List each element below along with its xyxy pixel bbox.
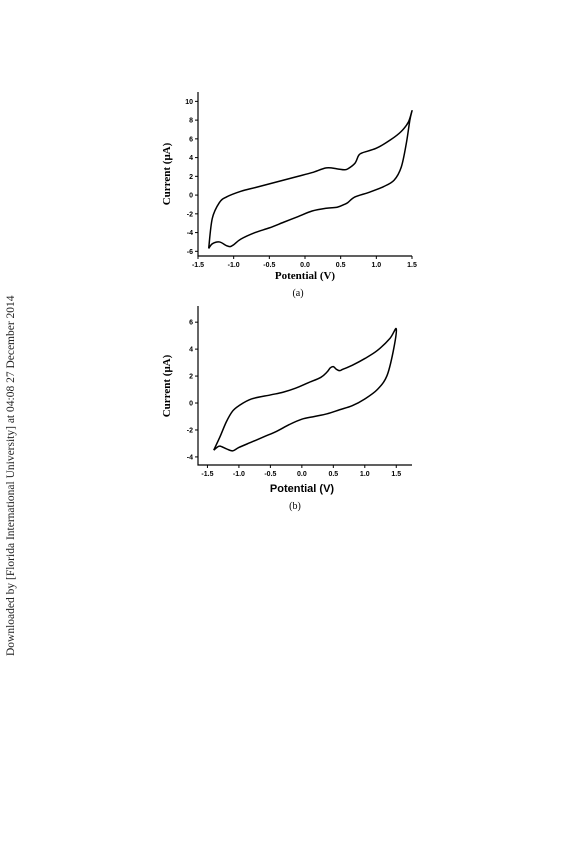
b-x-tick-label: -1.0 <box>233 471 245 478</box>
a-x-tick-label: -1.5 <box>192 262 204 269</box>
b-x-tick-label: 0.0 <box>297 471 307 478</box>
chart-b-canvas: -1.5 -1.0 -0.5 0.0 0.5 1.0 1.5 -4 -2 0 2 4 6 Potent… <box>161 306 412 512</box>
chart-b-caption: (b) <box>289 501 301 512</box>
b-x-tick-label: -1.5 <box>201 471 213 478</box>
voltammogram-b: -1.5 -1.0 -0.5 0.0 0.5 1.0 1.5 -4 -2 0 2 4 6 Potent… <box>150 298 430 518</box>
b-y-tick-label: 6 <box>189 320 193 327</box>
b-y-tick-label: 2 <box>189 374 193 381</box>
a-x-tick-label: -1.0 <box>228 262 240 269</box>
a-x-tick-label: 0.5 <box>336 262 346 269</box>
chart-b-x-ticks: -1.5 -1.0 -0.5 0.0 0.5 1.0 1.5 <box>201 465 401 478</box>
a-x-tick-label: -0.5 <box>263 262 275 269</box>
a-x-tick-label: 1.5 <box>407 262 417 269</box>
b-x-tick-label: 1.5 <box>391 471 401 478</box>
chart-b-y-axis-title: Current (μA) <box>161 354 173 417</box>
chart-b-x-axis-title: Potential (V) <box>270 483 335 495</box>
chart-a-cv-curve <box>207 109 413 249</box>
b-x-tick-label: 1.0 <box>360 471 370 478</box>
a-y-tick-label: -2 <box>187 211 193 218</box>
chart-a-canvas: -1.5 -1.0 -0.5 0.0 0.5 1.0 1.5 -6 -4 -2 0 2 4 6 8 10 P… <box>161 92 417 299</box>
a-x-tick-label: 0.0 <box>300 262 310 269</box>
b-y-tick-label: 4 <box>189 347 193 354</box>
a-y-tick-label: 2 <box>189 174 193 181</box>
b-y-tick-label: 0 <box>189 401 193 408</box>
chart-a-caption: (a) <box>292 288 303 299</box>
b-x-tick-label: 0.5 <box>328 471 338 478</box>
download-watermark: Downloaded by [Florida International Uni… <box>5 295 17 656</box>
watermark-text: Downloaded by [Florida International Uni… <box>5 295 17 656</box>
chart-a-x-ticks: -1.5 -1.0 -0.5 0.0 0.5 1.0 1.5 <box>192 256 417 269</box>
a-y-tick-label: 8 <box>189 118 193 125</box>
a-y-tick-label: -4 <box>187 230 193 237</box>
b-x-tick-label: -0.5 <box>264 471 276 478</box>
chart-b-plot-frame <box>197 306 412 466</box>
b-y-tick-label: -4 <box>187 454 193 461</box>
chart-b-cv-curve <box>213 327 398 452</box>
chart-b-y-ticks: -4 -2 0 2 4 6 <box>187 320 198 461</box>
chart-a-y-axis-title: Current (μA) <box>161 142 173 205</box>
b-y-tick-label: -2 <box>187 427 193 434</box>
chart-a-x-axis-title: Potential (V) <box>275 270 336 282</box>
a-y-tick-label: 0 <box>189 193 193 200</box>
chart-a-y-ticks: -6 -4 -2 0 2 4 6 8 10 <box>185 99 198 256</box>
a-y-tick-label: 4 <box>189 155 193 162</box>
a-y-tick-label: -6 <box>187 249 193 256</box>
a-x-tick-label: 1.0 <box>371 262 381 269</box>
a-y-tick-label: 6 <box>189 136 193 143</box>
a-y-tick-label: 10 <box>185 99 193 106</box>
voltammogram-a: -1.5 -1.0 -0.5 0.0 0.5 1.0 1.5 -6 -4 -2 0 2 4 6 8 10 P… <box>150 82 430 302</box>
